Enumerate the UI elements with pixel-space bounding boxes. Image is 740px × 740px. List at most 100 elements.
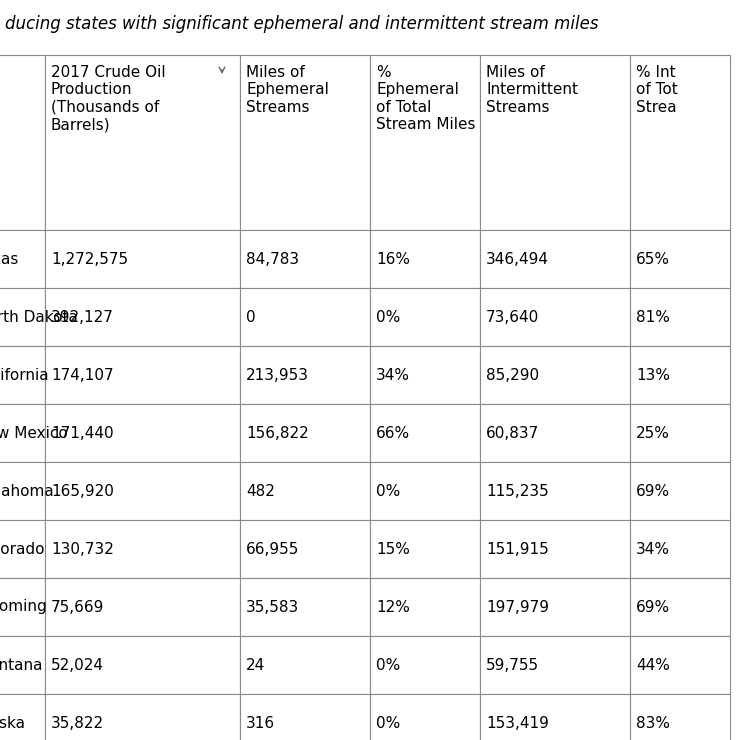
Bar	[240, 346, 370, 404]
Text: 85,290: 85,290	[486, 368, 539, 383]
Text: New Mexico: New Mexico	[0, 425, 68, 440]
Text: 35,822: 35,822	[51, 716, 104, 730]
Text: 316: 316	[246, 716, 275, 730]
Text: 84,783: 84,783	[246, 252, 299, 266]
Bar	[45, 636, 240, 694]
Text: 115,235: 115,235	[486, 483, 549, 499]
Text: Colorado: Colorado	[0, 542, 44, 556]
Bar	[370, 462, 480, 520]
Text: 35,583: 35,583	[246, 599, 299, 614]
Text: 65%: 65%	[636, 252, 670, 266]
Text: Texas: Texas	[0, 252, 18, 266]
Bar	[0, 346, 45, 404]
Text: Alaska: Alaska	[0, 716, 26, 730]
Text: Oklahoma: Oklahoma	[0, 483, 54, 499]
Bar	[0, 694, 45, 740]
Bar	[630, 636, 730, 694]
Text: 24: 24	[246, 658, 265, 673]
Text: Montana: Montana	[0, 658, 42, 673]
Bar	[480, 346, 630, 404]
Bar	[240, 230, 370, 288]
Text: 75,669: 75,669	[51, 599, 104, 614]
Text: 66%: 66%	[376, 425, 410, 440]
Bar	[0, 520, 45, 578]
Text: North Dakota: North Dakota	[0, 309, 78, 325]
Bar	[480, 230, 630, 288]
Text: 392,127: 392,127	[51, 309, 114, 325]
Bar	[45, 578, 240, 636]
Text: Miles of
Ephemeral
Streams: Miles of Ephemeral Streams	[246, 65, 329, 115]
Bar	[0, 636, 45, 694]
Bar	[0, 578, 45, 636]
Text: 0%: 0%	[376, 309, 400, 325]
Text: 0%: 0%	[376, 716, 400, 730]
Text: 73,640: 73,640	[486, 309, 539, 325]
Bar	[630, 578, 730, 636]
Text: California: California	[0, 368, 49, 383]
Bar	[480, 520, 630, 578]
Bar	[45, 346, 240, 404]
Bar	[370, 404, 480, 462]
Bar	[480, 404, 630, 462]
Bar	[45, 462, 240, 520]
Bar	[480, 462, 630, 520]
Text: 0: 0	[246, 309, 255, 325]
Bar	[240, 404, 370, 462]
Bar	[480, 636, 630, 694]
Text: 0%: 0%	[376, 483, 400, 499]
Bar	[45, 694, 240, 740]
Bar	[480, 55, 630, 230]
Text: 213,953: 213,953	[246, 368, 309, 383]
Bar	[480, 288, 630, 346]
Text: 12%: 12%	[376, 599, 410, 614]
Text: 69%: 69%	[636, 483, 670, 499]
Text: 130,732: 130,732	[51, 542, 114, 556]
Text: 15%: 15%	[376, 542, 410, 556]
Text: 60,837: 60,837	[486, 425, 539, 440]
Bar	[0, 288, 45, 346]
Bar	[370, 636, 480, 694]
Bar	[370, 230, 480, 288]
Bar	[240, 288, 370, 346]
Text: 156,822: 156,822	[246, 425, 309, 440]
Text: 482: 482	[246, 483, 275, 499]
Bar	[630, 520, 730, 578]
Text: 81%: 81%	[636, 309, 670, 325]
Text: 151,915: 151,915	[486, 542, 549, 556]
Text: 197,979: 197,979	[486, 599, 549, 614]
Bar	[45, 404, 240, 462]
Text: Miles of
Intermittent
Streams: Miles of Intermittent Streams	[486, 65, 578, 115]
Text: 171,440: 171,440	[51, 425, 114, 440]
Bar	[370, 520, 480, 578]
Text: 44%: 44%	[636, 658, 670, 673]
Bar	[240, 636, 370, 694]
Bar	[240, 462, 370, 520]
Text: ducing states with significant ephemeral and intermittent stream miles: ducing states with significant ephemeral…	[5, 15, 599, 33]
Bar	[45, 288, 240, 346]
Text: 83%: 83%	[636, 716, 670, 730]
Bar	[370, 578, 480, 636]
Bar	[630, 694, 730, 740]
Text: %
Ephemeral
of Total
Stream Miles: % Ephemeral of Total Stream Miles	[376, 65, 476, 132]
Text: Wyoming: Wyoming	[0, 599, 48, 614]
Bar	[370, 55, 480, 230]
Bar	[630, 288, 730, 346]
Text: 66,955: 66,955	[246, 542, 300, 556]
Bar	[630, 55, 730, 230]
Bar	[480, 578, 630, 636]
Text: 52,024: 52,024	[51, 658, 104, 673]
Bar	[240, 578, 370, 636]
Text: 25%: 25%	[636, 425, 670, 440]
Text: 346,494: 346,494	[486, 252, 549, 266]
Bar	[370, 288, 480, 346]
Bar	[630, 404, 730, 462]
Text: 59,755: 59,755	[486, 658, 539, 673]
Bar	[240, 520, 370, 578]
Bar	[630, 230, 730, 288]
Bar	[0, 55, 45, 230]
Text: 153,419: 153,419	[486, 716, 549, 730]
Bar	[240, 694, 370, 740]
Bar	[45, 520, 240, 578]
Text: 0%: 0%	[376, 658, 400, 673]
Bar	[0, 404, 45, 462]
